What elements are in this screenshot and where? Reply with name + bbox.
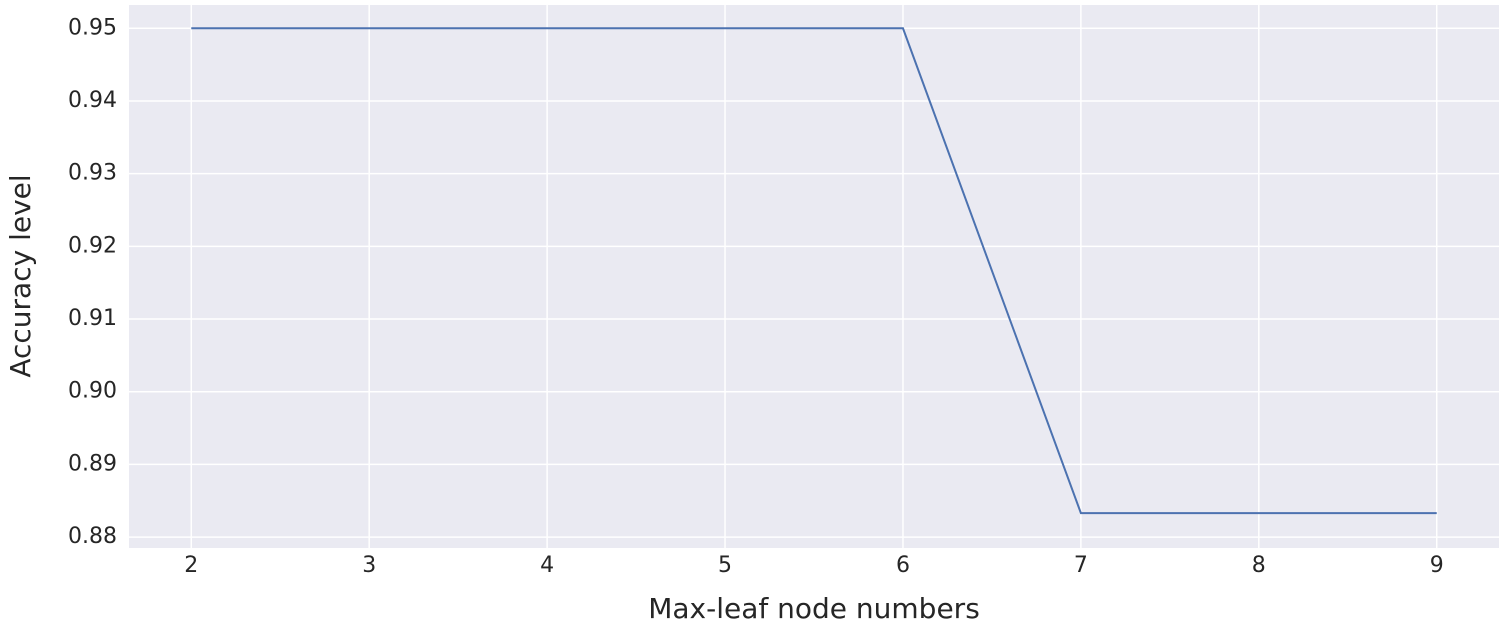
line-series bbox=[191, 27, 1437, 515]
y-tick-label: 0.95 bbox=[68, 15, 117, 40]
x-tick-label: 8 bbox=[1252, 553, 1266, 578]
y-tick-label: 0.88 bbox=[68, 524, 117, 549]
x-tick-label: 7 bbox=[1074, 553, 1088, 578]
y-tick-label: 0.94 bbox=[68, 88, 117, 113]
y-axis-label: Accuracy level bbox=[4, 174, 37, 377]
y-tick-label: 0.92 bbox=[68, 233, 117, 258]
x-tick-label: 4 bbox=[540, 553, 554, 578]
x-tick-label: 2 bbox=[184, 553, 198, 578]
y-tick-label: 0.93 bbox=[68, 161, 117, 186]
x-tick-label: 6 bbox=[896, 553, 910, 578]
x-tick-label: 9 bbox=[1430, 553, 1444, 578]
x-tick-label: 5 bbox=[718, 553, 732, 578]
y-tick-label: 0.90 bbox=[68, 379, 117, 404]
plot-background bbox=[129, 5, 1499, 548]
x-tick-label: 3 bbox=[362, 553, 376, 578]
x-axis-label: Max-leaf node numbers bbox=[648, 592, 980, 625]
y-tick-label: 0.91 bbox=[68, 306, 117, 331]
y-tick-label: 0.89 bbox=[68, 451, 117, 476]
